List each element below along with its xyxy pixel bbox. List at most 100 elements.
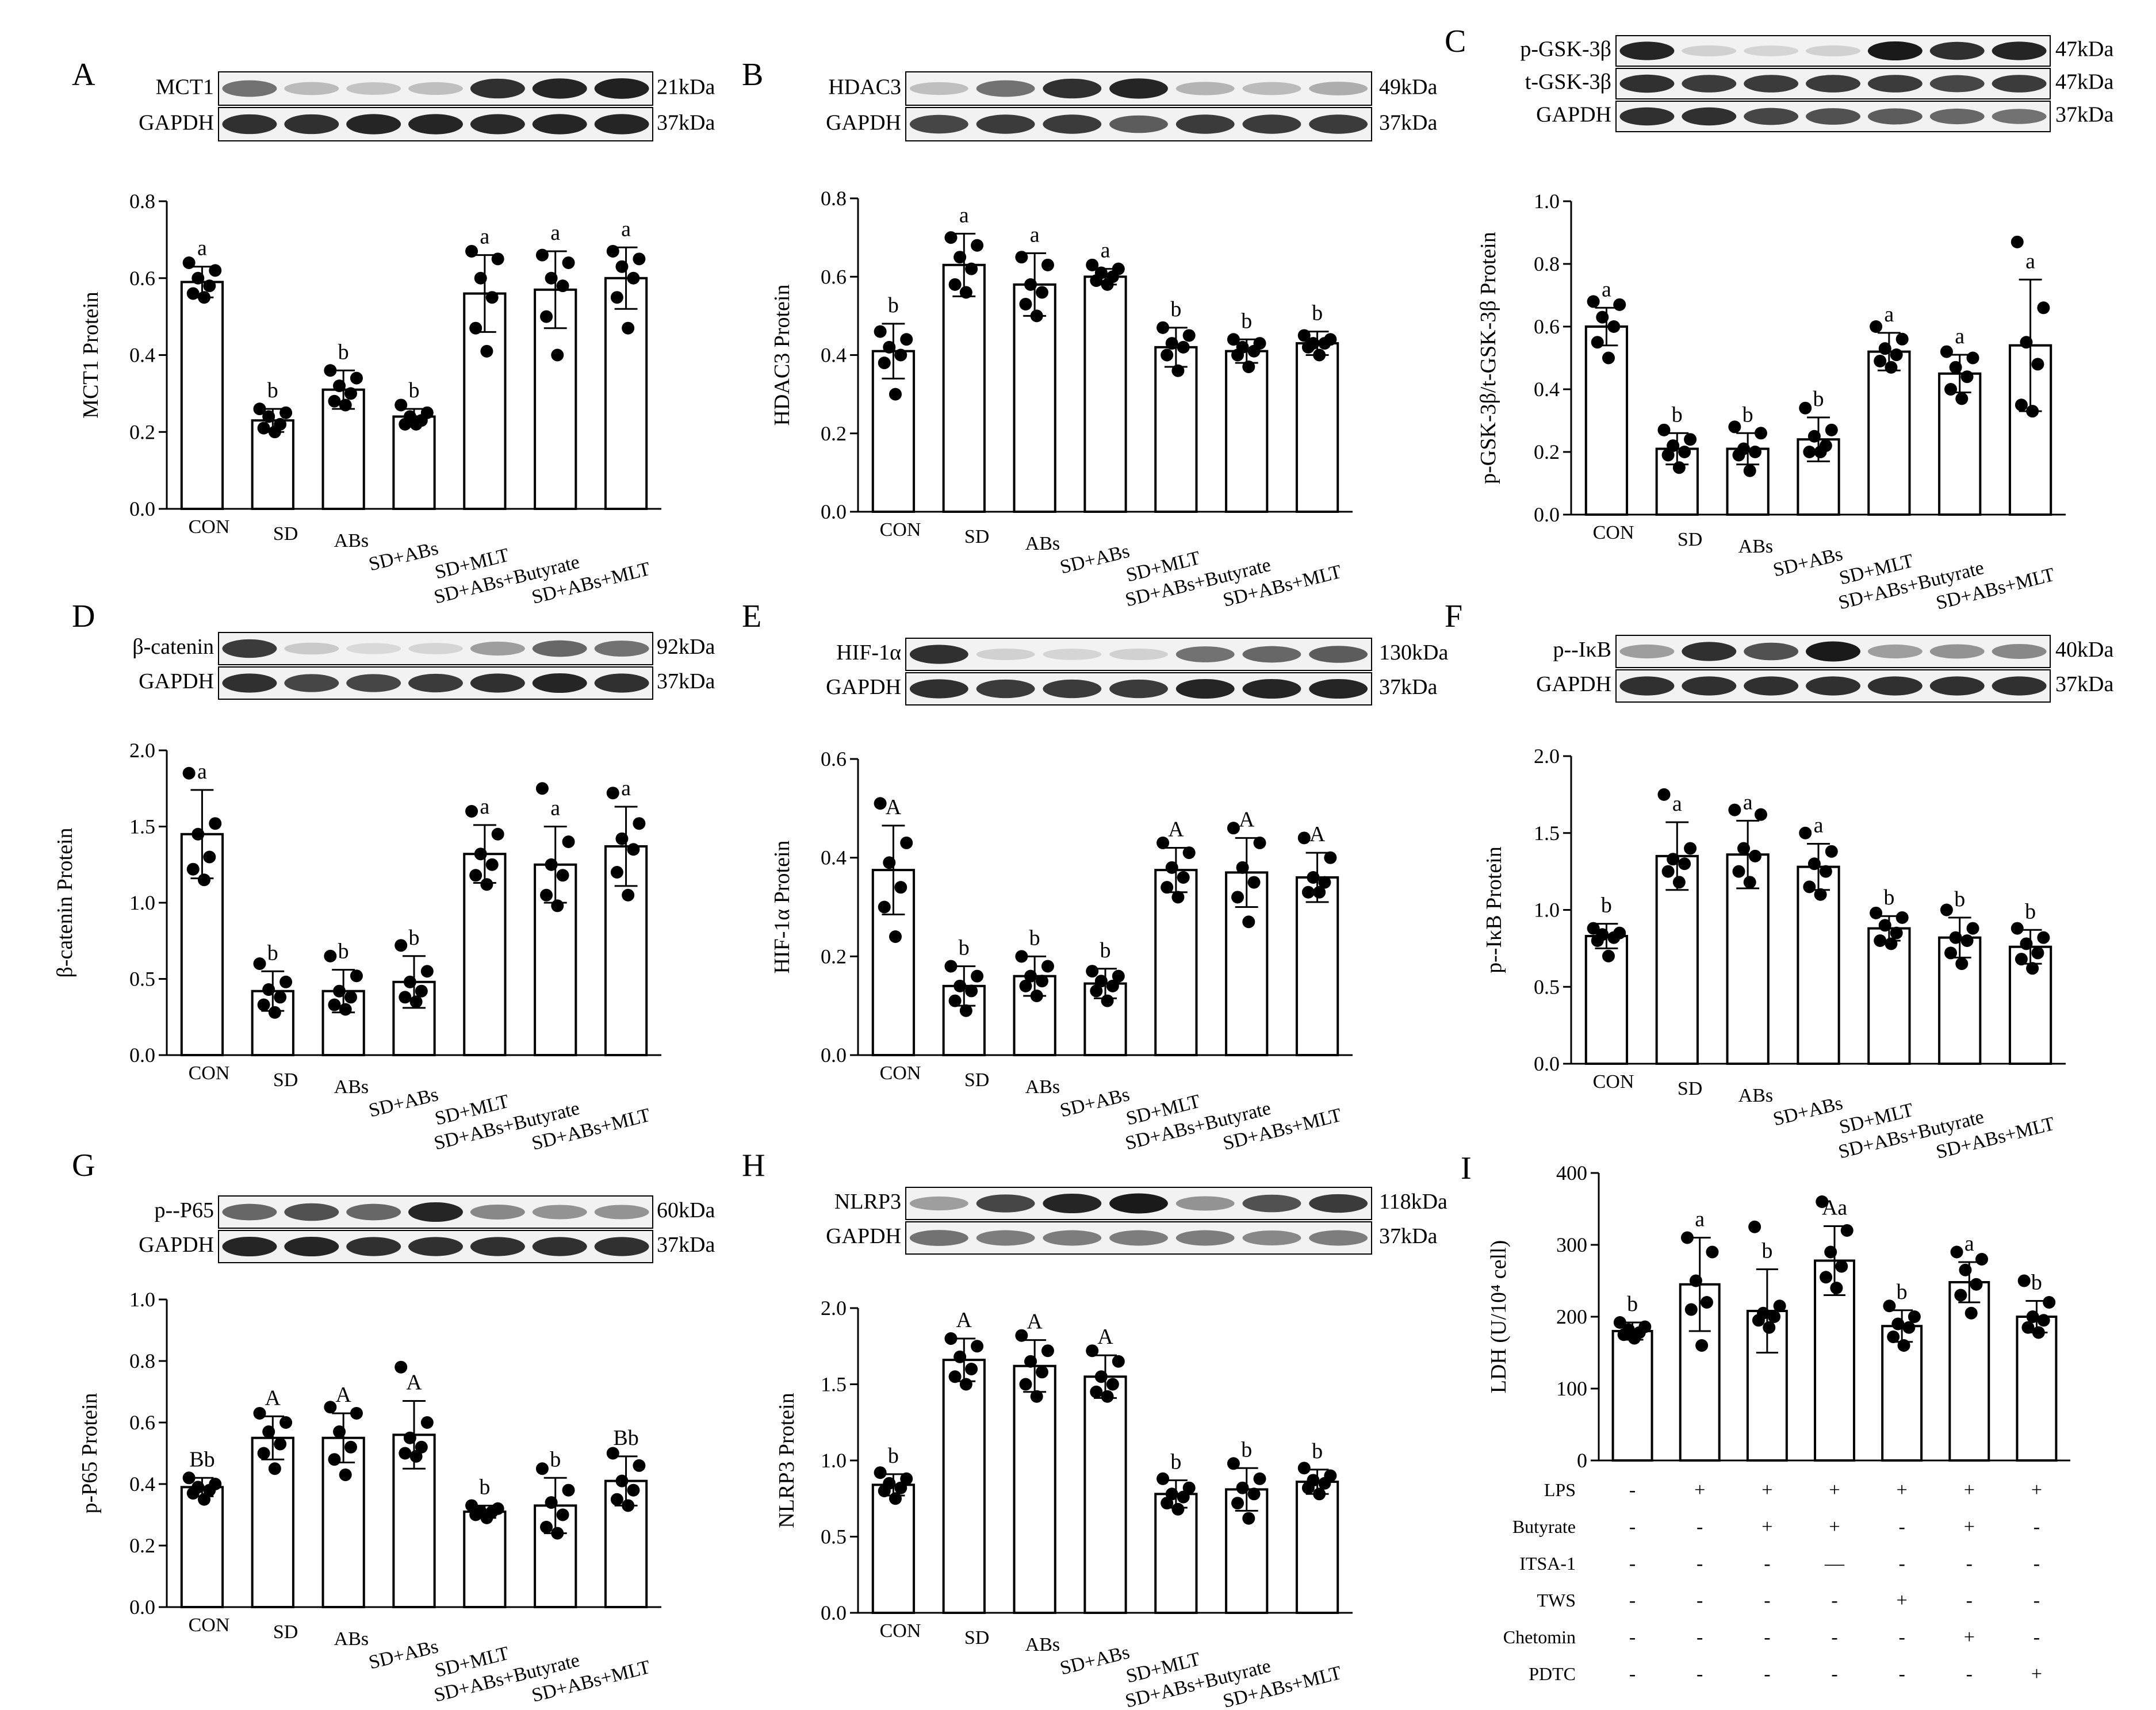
data-point bbox=[545, 858, 558, 871]
data-point bbox=[610, 291, 623, 304]
data-point bbox=[2011, 922, 2024, 935]
blot-band bbox=[1806, 75, 1860, 93]
blot-row: GAPDH 37kDa bbox=[1536, 101, 2113, 132]
y-tick-label: 300 bbox=[1556, 1233, 1587, 1256]
blot-band bbox=[532, 640, 587, 657]
data-point bbox=[1297, 1462, 1311, 1475]
blot-band bbox=[976, 679, 1035, 699]
blot-band bbox=[1175, 82, 1235, 95]
data-point bbox=[1728, 420, 1741, 434]
data-point bbox=[1177, 340, 1190, 354]
data-point bbox=[274, 1437, 287, 1451]
significance-letter: a bbox=[1884, 302, 1894, 327]
data-point bbox=[1960, 934, 1974, 947]
treatment-sign: + bbox=[1897, 1479, 1908, 1501]
bar-chart: 0.0 0.5 1.0 1.5 2.0 NLRP3 Protein b CON A SD A ABs A… bbox=[775, 1297, 1353, 1710]
blot-band bbox=[594, 1237, 649, 1256]
significance-letter: b bbox=[1241, 1437, 1252, 1462]
data-point bbox=[333, 984, 346, 998]
y-tick-label: 0.8 bbox=[1534, 252, 1560, 275]
blot-protein-label: β-catenin bbox=[132, 635, 214, 659]
data-point bbox=[197, 291, 210, 304]
treatment-sign: - bbox=[1764, 1627, 1770, 1648]
blot-band bbox=[532, 673, 587, 693]
treatment-sign: + bbox=[1897, 1590, 1908, 1611]
data-point bbox=[339, 1003, 352, 1016]
data-point bbox=[545, 1496, 558, 1509]
treatment-sign: - bbox=[1898, 1516, 1905, 1538]
panel-letter: I bbox=[1461, 1151, 1472, 1186]
y-tick-label: 0.5 bbox=[129, 968, 155, 991]
blot-band bbox=[1682, 75, 1737, 93]
blot-band bbox=[909, 82, 968, 95]
data-point bbox=[1242, 360, 1255, 373]
data-point bbox=[1086, 258, 1099, 271]
data-point bbox=[1819, 865, 1832, 878]
data-point bbox=[1883, 1299, 1896, 1313]
data-point bbox=[262, 1425, 275, 1439]
data-point bbox=[1090, 274, 1103, 287]
blot-band bbox=[1309, 646, 1368, 663]
data-point bbox=[1840, 1224, 1854, 1237]
data-point bbox=[894, 881, 907, 894]
data-point bbox=[1101, 1390, 1114, 1403]
treatment-sign: + bbox=[2031, 1479, 2042, 1501]
category-label: ABs bbox=[1025, 1076, 1060, 1098]
data-point bbox=[350, 371, 363, 385]
y-tick-label: 0.2 bbox=[1534, 440, 1560, 463]
blot-row: GAPDH 37kDa bbox=[826, 107, 1437, 141]
data-point bbox=[491, 252, 504, 266]
data-point bbox=[1156, 321, 1170, 334]
y-tick-label: 0.4 bbox=[821, 344, 847, 367]
blot-band bbox=[222, 673, 277, 693]
data-point bbox=[1035, 975, 1048, 988]
data-point bbox=[894, 1481, 907, 1494]
y-tick-label: 0.6 bbox=[821, 265, 847, 288]
data-point bbox=[874, 1466, 887, 1479]
data-point bbox=[480, 878, 493, 891]
category-label: SD bbox=[273, 1069, 298, 1091]
blot-row: GAPDH 37kDa bbox=[826, 1221, 1437, 1255]
blot-band bbox=[1806, 108, 1860, 125]
category-label: SD+ABs bbox=[1058, 1642, 1132, 1680]
data-point bbox=[1752, 1314, 1765, 1327]
data-point bbox=[1297, 329, 1311, 342]
data-point bbox=[1019, 297, 1032, 310]
data-point bbox=[474, 271, 487, 285]
bar bbox=[251, 419, 294, 510]
panel-letter: C bbox=[1445, 24, 1466, 59]
blot-protein-label: NLRP3 bbox=[834, 1190, 901, 1214]
data-point bbox=[209, 817, 222, 830]
data-point bbox=[1227, 333, 1240, 346]
data-point bbox=[2021, 1321, 2035, 1334]
y-tick-label: 0.0 bbox=[1534, 503, 1560, 526]
data-point bbox=[953, 979, 967, 992]
blot-band bbox=[1992, 109, 2047, 124]
blot-size-label: 37kDa bbox=[1379, 675, 1437, 699]
data-point bbox=[944, 960, 958, 973]
data-point bbox=[1874, 934, 1887, 947]
data-point bbox=[900, 333, 913, 346]
data-point bbox=[1949, 931, 1962, 944]
data-point bbox=[1890, 348, 1903, 362]
significance-letter: a bbox=[480, 795, 489, 819]
significance-letter: Aa bbox=[1822, 1196, 1847, 1220]
data-point bbox=[889, 1492, 902, 1505]
significance-letter: a bbox=[2025, 249, 2035, 273]
bar bbox=[392, 415, 436, 510]
data-point bbox=[2020, 336, 2033, 349]
blot-band bbox=[909, 679, 968, 699]
data-point bbox=[268, 1006, 281, 1019]
data-point bbox=[1657, 423, 1671, 436]
data-point bbox=[1247, 1487, 1261, 1501]
blot-band bbox=[1309, 82, 1368, 95]
treatment-sign: + bbox=[1964, 1479, 1975, 1501]
blot-band bbox=[222, 1236, 277, 1257]
y-tick-label: 100 bbox=[1556, 1377, 1587, 1400]
blot-size-label: 37kDa bbox=[657, 110, 715, 135]
blot-band bbox=[594, 114, 649, 135]
data-point bbox=[1090, 1385, 1103, 1398]
data-point bbox=[1171, 364, 1185, 377]
data-point bbox=[1591, 336, 1604, 349]
data-point bbox=[324, 949, 337, 963]
